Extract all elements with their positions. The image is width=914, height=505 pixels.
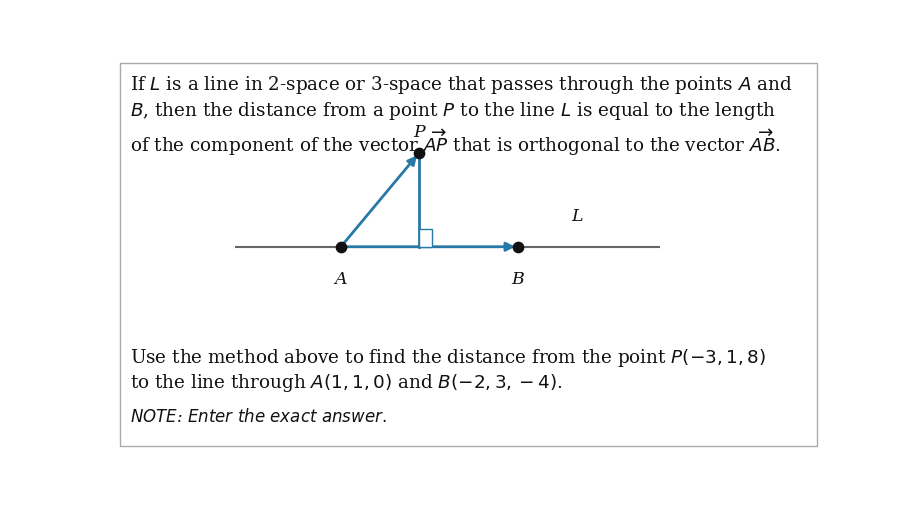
Point bbox=[334, 243, 348, 251]
Point bbox=[511, 243, 526, 251]
Text: P: P bbox=[413, 123, 425, 140]
Bar bbox=[419, 230, 431, 247]
Text: $B$, then the distance from a point $P$ to the line $L$ is equal to the length: $B$, then the distance from a point $P$ … bbox=[130, 100, 776, 122]
Text: If $L$ is a line in 2-space or 3-space that passes through the points $A$ and: If $L$ is a line in 2-space or 3-space t… bbox=[130, 74, 792, 96]
FancyBboxPatch shape bbox=[120, 64, 817, 446]
Text: $\mathit{NOTE}$: $\mathit{Enter\ the\ exact\ answer.}$: $\mathit{NOTE}$: $\mathit{Enter\ the\ ex… bbox=[130, 408, 387, 425]
Text: L: L bbox=[571, 208, 582, 225]
Text: A: A bbox=[335, 271, 347, 287]
Text: Use the method above to find the distance from the point $P(-3,1,8)$: Use the method above to find the distanc… bbox=[130, 346, 766, 368]
Text: of the component of the vector $\overrightarrow{AP}$ that is orthogonal to the v: of the component of the vector $\overrig… bbox=[130, 126, 781, 157]
Text: to the line through $A(1,1,0)$ and $B(-2,3,-4)$.: to the line through $A(1,1,0)$ and $B(-2… bbox=[130, 372, 563, 393]
Text: B: B bbox=[512, 271, 525, 287]
Point bbox=[411, 150, 426, 158]
